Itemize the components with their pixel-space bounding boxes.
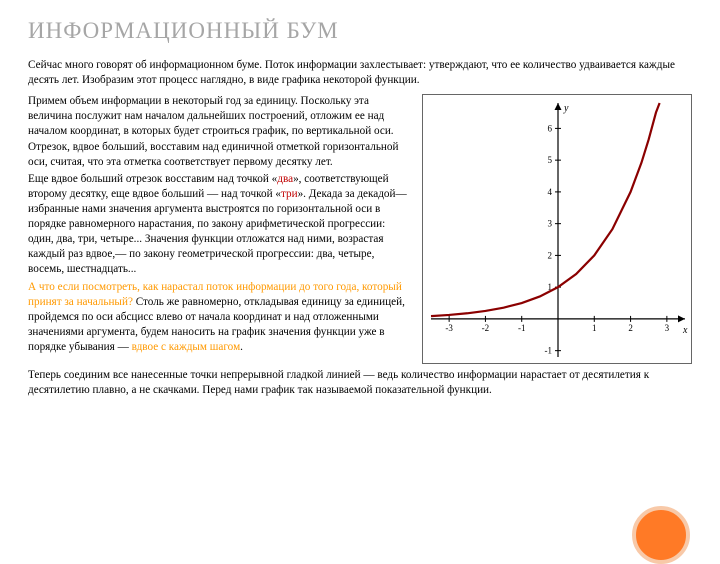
page-title: ИНФОРМАЦИОННЫЙ БУМ [28,18,692,44]
text-column: Примем объем информации в некоторый год … [28,94,412,364]
body-columns: Примем объем информации в некоторый год … [28,94,692,364]
svg-text:-3: -3 [445,323,453,333]
exponential-chart: -3-2-1123-1123456xy [422,94,692,364]
svg-text:5: 5 [548,155,553,165]
svg-text:1: 1 [592,323,597,333]
svg-text:-1: -1 [518,323,526,333]
p2-part-a: Еще вдвое больший отрезок восставим над … [28,173,277,185]
svg-text:6: 6 [548,124,553,134]
p2-part-e: ». Декада за декадой— избранные нами зна… [28,188,407,276]
paragraph-3: А что если посмотреть, как нарастал пото… [28,280,412,356]
paragraph-2: Еще вдвое больший отрезок восставим над … [28,172,412,278]
svg-text:4: 4 [548,187,553,197]
svg-text:2: 2 [548,251,553,261]
highlight-half-step: вдвое с каждым шагом [132,341,241,353]
slide: ИНФОРМАЦИОННЫЙ БУМ Сейчас много говорят … [0,0,720,540]
svg-text:3: 3 [665,323,670,333]
highlight-three: три [281,188,298,200]
chart-column: -3-2-1123-1123456xy [422,94,692,364]
svg-text:x: x [682,325,688,336]
final-paragraph: Теперь соединим все нанесенные точки неп… [28,368,692,398]
svg-text:y: y [563,103,569,114]
chart-svg: -3-2-1123-1123456xy [423,95,693,365]
decorative-circle-icon [632,506,690,564]
svg-text:-2: -2 [482,323,490,333]
highlight-two: два [277,173,293,185]
svg-text:-1: -1 [545,346,553,356]
svg-text:3: 3 [548,219,553,229]
paragraph-1: Примем объем информации в некоторый год … [28,94,412,170]
p3-part-d: . [240,341,243,353]
svg-text:2: 2 [628,323,633,333]
intro-paragraph: Сейчас много говорят об информационном б… [28,58,692,88]
